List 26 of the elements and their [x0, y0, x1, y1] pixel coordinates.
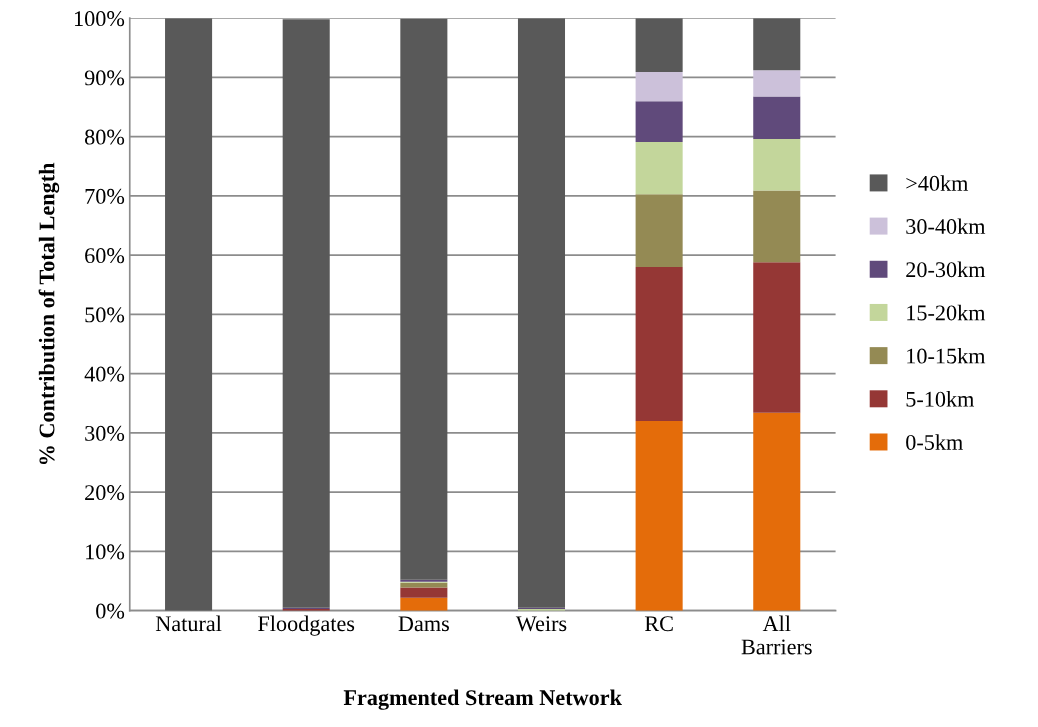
legend-label: 15-20km: [907, 304, 986, 321]
legend-label: 5-10km: [906, 391, 975, 407]
y-tick-label: 70%: [85, 188, 125, 204]
y-tick-label: 80%: [85, 129, 125, 145]
legend-label: 0-5km: [906, 434, 963, 450]
y-tick-label: 90%: [84, 70, 125, 86]
x-tick-label: Floodgates: [258, 615, 355, 636]
y-tick-label: 60%: [85, 248, 125, 264]
y-tick-label: 20%: [85, 485, 125, 501]
x-tick-label: All Barriers: [741, 615, 812, 655]
y-tick-label: 40%: [84, 366, 125, 382]
y-tick-label: 10%: [86, 544, 125, 560]
y-tick-label: 30%: [85, 425, 125, 441]
y-axis-title: % Contribution of Total Length: [38, 162, 60, 465]
legend-label: 20-30km: [906, 261, 986, 278]
legend-label: 10-15km: [907, 347, 986, 364]
x-tick-label: Natural: [155, 615, 222, 632]
legend-label: >40km: [906, 175, 969, 191]
y-tick-label: 100%: [75, 11, 125, 27]
x-tick-label: Weirs: [515, 616, 567, 632]
y-tick-label: 0%: [96, 603, 125, 619]
x-tick-label: Dams: [398, 616, 449, 632]
legend-label: 30-40km: [906, 218, 986, 235]
x-axis-title: Fragmented Stream Network: [343, 689, 622, 710]
y-tick-label: 50%: [85, 307, 125, 323]
x-tick-label: RC: [644, 616, 673, 632]
